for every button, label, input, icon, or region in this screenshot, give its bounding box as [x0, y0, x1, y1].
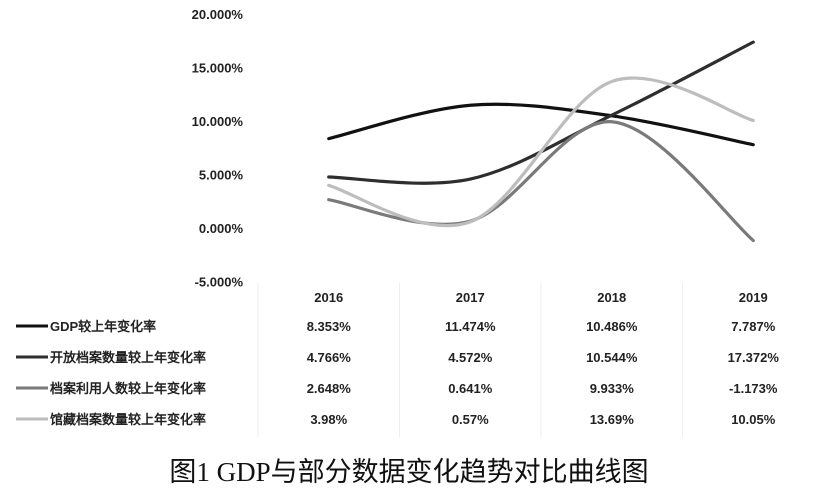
- line-chart: -5.000% 0.000% 5.000% 10.000% 15.000% 20.000%…: [16, 7, 780, 437]
- data-table-cell: 8.353%: [307, 319, 352, 334]
- data-table-cell: -1.173%: [729, 381, 778, 396]
- data-table-cell: 2.648%: [307, 381, 352, 396]
- x-category-label: 2019: [739, 290, 768, 305]
- legend-label: 开放档案数量较上年变化率: [50, 350, 206, 365]
- data-table-cell: 7.787%: [731, 319, 776, 334]
- data-table-cell: 17.372%: [728, 350, 780, 365]
- y-tick-label: 15.000%: [192, 61, 244, 76]
- data-table-cell: 4.766%: [307, 350, 352, 365]
- series-line-4: [327, 76, 755, 228]
- series-line-3: [327, 120, 755, 243]
- y-tick-label: 10.000%: [192, 114, 244, 129]
- data-table-cell: 10.544%: [586, 350, 638, 365]
- data-table-cell: 13.69%: [590, 412, 635, 427]
- x-category-label: 2016: [314, 290, 343, 305]
- legend-label: GDP较上年变化率: [50, 319, 156, 334]
- figure-caption: 图1 GDP与部分数据变化趋势对比曲线图: [169, 457, 649, 487]
- series-line-2: [327, 40, 755, 185]
- data-table-cell: 0.57%: [452, 412, 489, 427]
- series-line-1: [327, 102, 755, 147]
- x-category-label: 2017: [456, 290, 485, 305]
- data-table-cell: 3.98%: [310, 412, 347, 427]
- y-tick-label: 20.000%: [192, 7, 244, 22]
- y-tick-label: -5.000%: [195, 275, 244, 290]
- x-category-label: 2018: [597, 290, 626, 305]
- data-table-cell: 11.474%: [445, 319, 496, 334]
- data-table-cell: 10.05%: [731, 412, 776, 427]
- legend-label: 档案利用人数较上年变化率: [50, 381, 206, 396]
- data-table-cell: 9.933%: [590, 381, 635, 396]
- data-table-cell: 0.641%: [448, 381, 493, 396]
- data-table-cell: 10.486%: [586, 319, 638, 334]
- y-tick-label: 5.000%: [199, 168, 244, 183]
- data-table-cell: 4.572%: [448, 350, 493, 365]
- y-tick-label: 0.000%: [199, 221, 244, 236]
- legend-label: 馆藏档案数量较上年变化率: [50, 412, 206, 427]
